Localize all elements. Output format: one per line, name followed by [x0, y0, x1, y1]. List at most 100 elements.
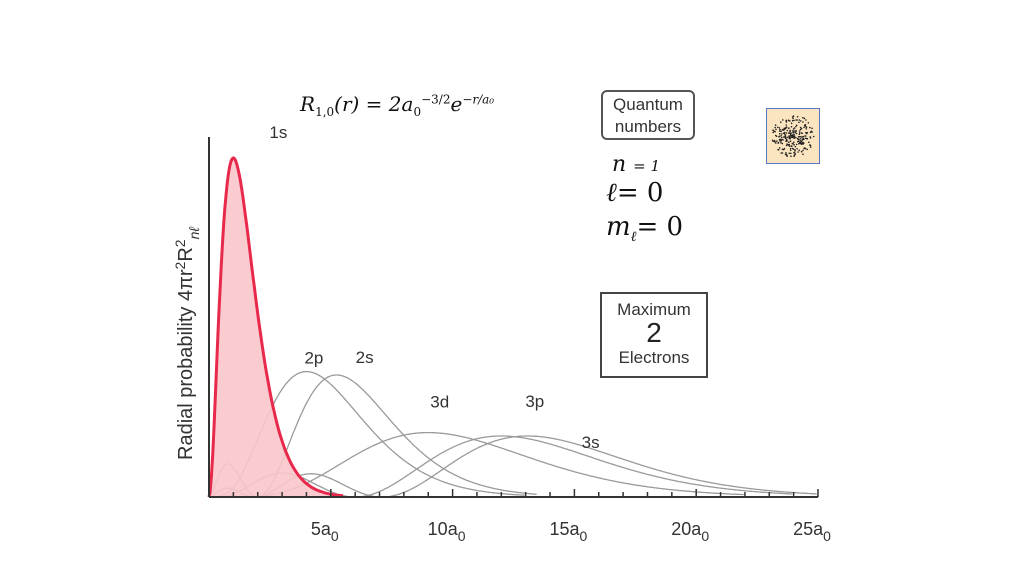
orbital-dot [781, 136, 783, 139]
curve-label-3p: 3p [525, 392, 544, 411]
orbital-dot [788, 127, 790, 129]
orbital-dot [779, 138, 781, 141]
orbital-dot [786, 136, 789, 139]
orbital-dot [802, 121, 804, 123]
l-quantum-number: ℓ= 0 [606, 178, 663, 208]
orbital-dot [784, 153, 787, 156]
orbital-dot [793, 151, 795, 154]
curve-labels: 1s 2p 2s 3d 3p 3s [269, 123, 599, 452]
orbital-dot [799, 128, 802, 131]
orbital-dot [786, 155, 788, 157]
orbital-dot [799, 138, 802, 140]
orbital-dot [789, 137, 791, 140]
formula-exponent: −3/2 [421, 92, 451, 107]
n-value: = 1 [633, 157, 661, 175]
orbital-dot [804, 135, 806, 137]
curve-label-3d: 3d [430, 393, 449, 412]
orbital-dot [792, 131, 795, 134]
curve-label-1s: 1s [269, 123, 287, 142]
formula-lhs: R [300, 92, 316, 116]
orbital-dot [795, 143, 798, 146]
x-tick-label: 20a0 [671, 519, 709, 544]
orbital-dot [797, 151, 799, 153]
orbital-dot [793, 135, 796, 137]
orbital-dot [788, 141, 790, 143]
orbital-dot [776, 140, 778, 142]
orbital-dot [780, 133, 783, 135]
orbital-dot [789, 129, 792, 132]
orbital-dot [798, 121, 800, 124]
orbital-dot [796, 116, 799, 118]
orbital-dot [791, 116, 794, 118]
x-tick-label: 10a0 [428, 519, 466, 544]
orbital-dot [795, 136, 797, 139]
orbital-dot [779, 140, 781, 142]
orbital-dot [785, 144, 788, 147]
max-box-line3: Electrons [618, 348, 690, 367]
orbital-dot [790, 145, 793, 147]
orbital-dot [786, 140, 788, 142]
orbital-dot [789, 140, 792, 142]
orbital-dot [790, 155, 792, 157]
orbital-dot [798, 130, 801, 132]
orbital-dot [782, 139, 784, 141]
orbital-dot [790, 136, 793, 138]
orbital-dot [782, 119, 784, 121]
orbital-dot [774, 124, 777, 126]
orbital-dot [789, 134, 792, 137]
orbital-dot [794, 145, 797, 148]
orbital-dot [805, 126, 808, 128]
orbital-dot [780, 130, 782, 133]
formula-arg: (r) = 2a [334, 92, 414, 116]
orbital-dot [788, 132, 791, 134]
orbital-dot [795, 124, 798, 127]
orbital-dot [803, 117, 806, 120]
orbital-dot [790, 122, 793, 125]
m-symbol: m [606, 212, 631, 242]
y-axis-label: Radial probability 4πr2R2nℓ [172, 227, 202, 460]
orbital-dot [798, 135, 801, 138]
orbital-dot [805, 131, 807, 134]
orbital-dot [803, 126, 805, 129]
curve-fill-1s [209, 158, 343, 497]
orbital-dot [803, 124, 806, 127]
quantum-numbers-box: Quantum numbers [601, 90, 695, 140]
orbital-dot [792, 128, 795, 130]
orbital-dot [793, 127, 796, 129]
orbital-dot [793, 133, 795, 136]
orbital-dot [783, 131, 786, 134]
orbital-dot [806, 137, 808, 140]
formula-e: e [450, 92, 463, 116]
orbital-dot [793, 144, 795, 146]
orbital-dot [795, 132, 798, 135]
curve-label-2p: 2p [304, 349, 323, 368]
orbital-dot [773, 139, 776, 142]
orbital-dot [778, 127, 781, 129]
orbital-dot [801, 138, 804, 140]
orbital-dot [793, 155, 795, 157]
l-value: = 0 [616, 178, 664, 208]
orbital-dot [789, 149, 792, 151]
orbital-dots-icon [771, 115, 815, 157]
orbital-dot [777, 142, 779, 144]
orbital-dot [800, 140, 803, 143]
orbital-dot [793, 130, 796, 132]
maximum-electrons-box: Maximum 2 Electrons [600, 292, 708, 378]
formula-lhs-sub: 1,0 [315, 105, 335, 119]
orbital-dot [785, 132, 788, 134]
orbital-dot [779, 128, 781, 131]
x-tick-label: 15a0 [549, 519, 587, 544]
orbital-dot [793, 141, 795, 143]
curve-3p [209, 435, 793, 498]
orbital-dot [792, 143, 794, 145]
orbital-dot [795, 129, 797, 132]
orbital-dot [777, 149, 780, 151]
l-symbol: ℓ [606, 178, 617, 208]
orbital-dot [791, 147, 794, 150]
orbital-dot [798, 149, 801, 152]
max-box-count: 2 [646, 317, 662, 348]
orbital-dot [784, 136, 786, 139]
orbital-dot [788, 143, 790, 146]
quantum-box-line1: Quantum [613, 95, 683, 114]
